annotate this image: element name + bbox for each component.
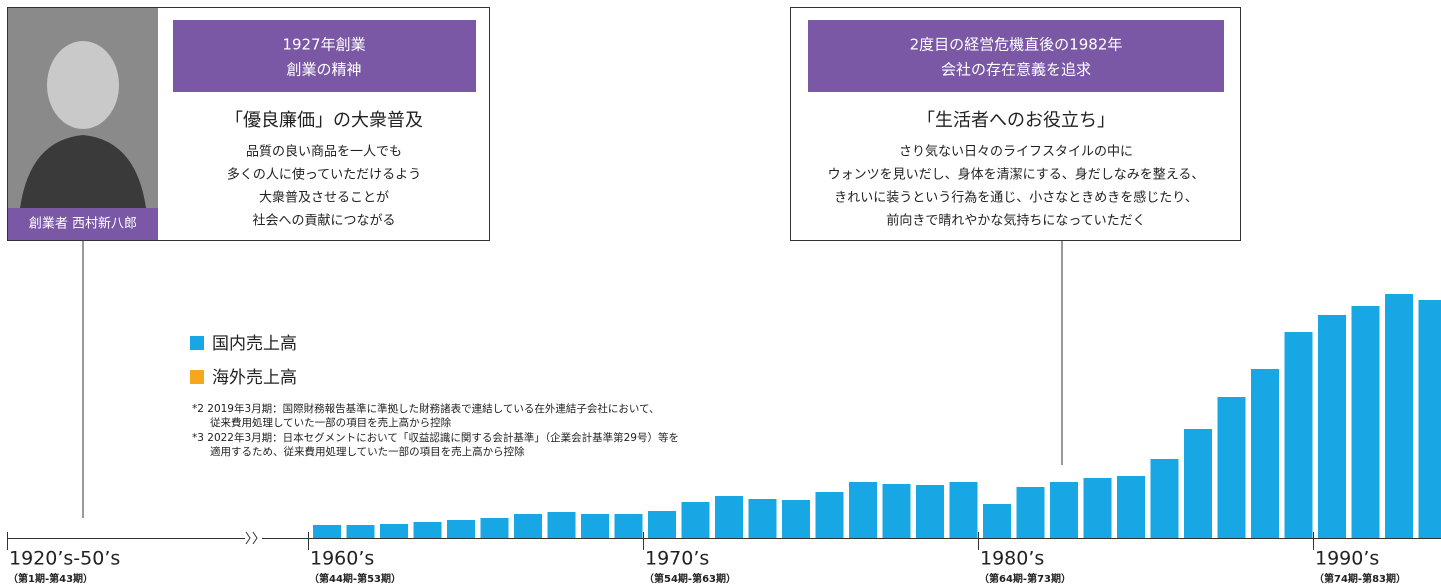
bar — [413, 522, 442, 538]
period-label: 1970’s — [645, 548, 709, 570]
bar — [514, 514, 542, 538]
card-title: 会社の存在意義を追求 — [941, 61, 1091, 79]
period-sub: （第1期-第43期） — [8, 572, 93, 585]
bar — [748, 499, 777, 538]
card-body: さり気ない日々のライフスタイルの中に — [899, 144, 1133, 160]
bar — [447, 520, 475, 538]
legend-label: 海外売上高 — [212, 368, 297, 388]
period-sub: （第54期-第63期） — [644, 572, 736, 585]
bar — [1150, 459, 1179, 538]
card-body: 多くの人に使っていただけるよう — [227, 167, 421, 183]
card: 2度目の経営危機直後の1982年 会社の存在意義を追求 「生活者へのお役立ち」 … — [790, 7, 1241, 241]
card-title: 創業の精神 — [286, 61, 361, 79]
bar — [782, 500, 810, 538]
bar — [715, 496, 743, 538]
period-sub: （第74期-第83期） — [1314, 572, 1406, 585]
caption: 創業者 西村新八郎 — [29, 216, 137, 232]
card-body: 前向きで晴れやかな気持ちになっていただく — [886, 213, 1145, 229]
note: *3 2022年3月期：日本セグメントにおいて「収益認識に関する会計基準」（企業… — [192, 431, 679, 444]
note: 適用するため、従来費用処理していた一部の項目を売上高から控除 — [210, 445, 525, 458]
caption-bg — [8, 208, 158, 240]
bar — [949, 482, 978, 538]
bar — [1083, 478, 1112, 538]
portrait-body — [20, 135, 146, 208]
portrait-face — [47, 41, 119, 129]
bar — [916, 485, 944, 538]
bar — [547, 512, 576, 538]
legend-swatch — [190, 336, 204, 350]
bar — [581, 514, 609, 538]
bar — [1217, 397, 1246, 538]
card-heading: 「生活者へのお役立ち」 — [917, 110, 1115, 131]
card-body: ウォンツを見いだし、身体を清潔にする、身だしなみを整える、 — [828, 167, 1205, 183]
card-header — [808, 20, 1224, 92]
bar — [480, 518, 509, 538]
card-heading: 「優良廉価」の大衆普及 — [225, 110, 423, 131]
bar — [1251, 369, 1279, 538]
period-sub: （第64期-第73期） — [979, 572, 1071, 585]
period-label: 1920’s-50’s — [9, 548, 120, 570]
card: 創業者 西村新八郎 1927年創業 創業の精神 「優良廉価」の大衆普及 品質の良… — [7, 7, 490, 241]
bar — [1117, 476, 1145, 538]
bar — [815, 492, 844, 538]
card-header — [173, 20, 476, 92]
bar — [648, 511, 676, 538]
bar — [1351, 306, 1380, 538]
period-label: 1960’s — [310, 548, 374, 570]
card-title: 2度目の経営危機直後の1982年 — [910, 36, 1123, 54]
card-body: 大衆普及させることが — [259, 190, 389, 206]
legend-label: 国内売上高 — [212, 334, 297, 354]
bar — [1418, 300, 1441, 538]
card-body: 社会への貢献につながる — [252, 213, 395, 229]
legend-swatch — [190, 370, 204, 384]
period-label: 1980’s — [980, 548, 1044, 570]
bar — [346, 525, 375, 538]
bar — [1385, 294, 1413, 538]
bar — [1050, 482, 1078, 538]
note: *2 2019年3月期：国際財務報告基準に準拠した財務諸表で連結している在外連結… — [192, 402, 660, 415]
bar — [313, 525, 341, 538]
axis-break — [245, 531, 258, 545]
bar — [983, 504, 1011, 538]
card-title: 1927年創業 — [282, 36, 365, 54]
bar — [882, 484, 911, 538]
card-body: きれいに装うという行為を通じ、小さなときめきを感じたり、 — [834, 190, 1197, 206]
bar — [1318, 315, 1346, 538]
card-body: 品質の良い商品を一人でも — [246, 144, 402, 160]
bar — [1184, 429, 1212, 538]
note: 従来費用処理していた一部の項目を売上高から控除 — [210, 416, 452, 429]
bar — [849, 482, 877, 538]
bar — [681, 502, 710, 538]
bar — [380, 524, 408, 538]
period-label: 1990’s — [1315, 548, 1379, 570]
bar — [1016, 487, 1045, 538]
period-sub: （第44期-第53期） — [309, 572, 401, 585]
bar — [1284, 332, 1313, 538]
bar — [614, 514, 643, 538]
